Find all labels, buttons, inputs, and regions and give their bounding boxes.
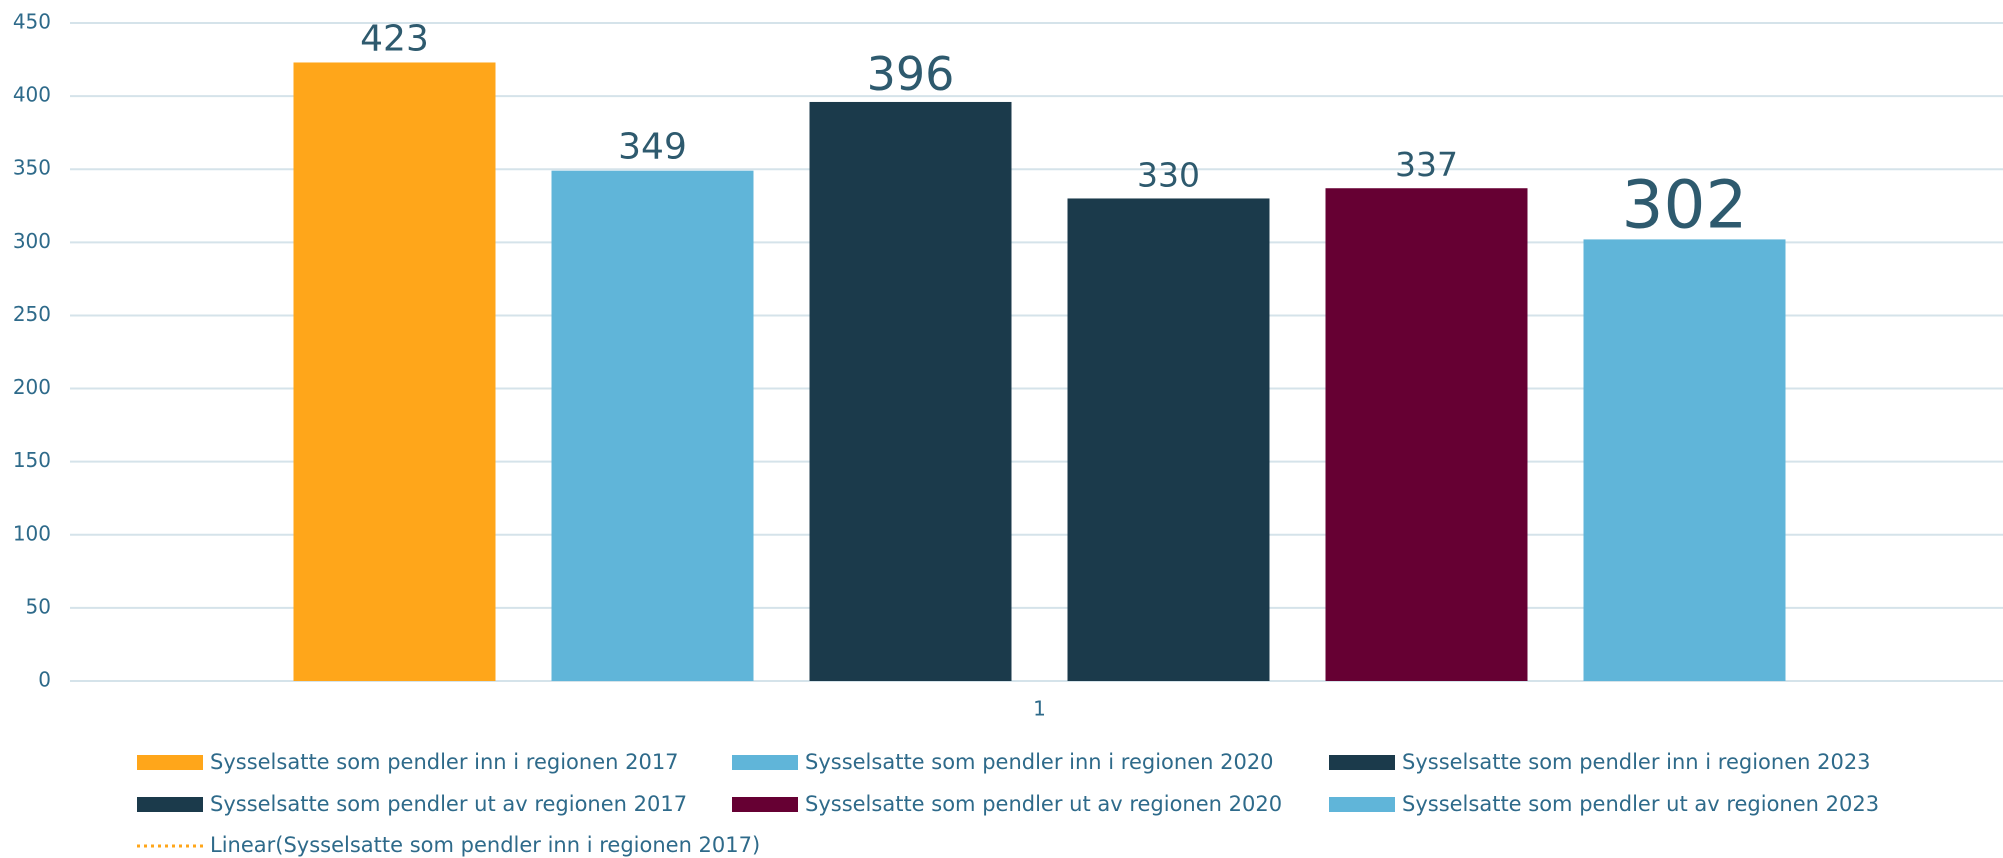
y-tick-label: 450 <box>13 10 51 34</box>
bar <box>809 101 1012 681</box>
legend-label: Sysselsatte som pendler ut av regionen 2… <box>1402 792 1879 816</box>
bar <box>1583 239 1786 682</box>
bar <box>1325 188 1528 681</box>
legend-label: Sysselsatte som pendler ut av regionen 2… <box>210 792 687 816</box>
legend-swatch <box>732 755 798 770</box>
legend-swatch <box>1329 797 1395 812</box>
y-tick-label: 150 <box>13 448 51 472</box>
legend-swatch <box>732 797 798 812</box>
legend-swatch <box>137 797 203 812</box>
bar <box>1067 198 1270 681</box>
y-tick-label: 250 <box>13 302 51 326</box>
data-label: 330 <box>1137 155 1200 194</box>
data-label: 337 <box>1395 145 1458 184</box>
y-tick-label: 200 <box>13 375 51 399</box>
legend-swatch <box>1329 755 1395 770</box>
data-label: 423 <box>360 18 429 59</box>
y-tick-label: 300 <box>13 229 51 253</box>
legend-label: Sysselsatte som pendler inn i regionen 2… <box>805 750 1274 774</box>
y-tick-label: 100 <box>13 521 51 545</box>
y-tick-label: 350 <box>13 156 51 180</box>
legend-label: Sysselsatte som pendler inn i regionen 2… <box>1402 750 1871 774</box>
data-label: 302 <box>1622 166 1748 243</box>
y-tick-label: 400 <box>13 83 51 107</box>
bar <box>293 62 496 682</box>
data-label: 396 <box>867 47 955 101</box>
y-tick-label: 50 <box>26 594 51 618</box>
legend-label: Sysselsatte som pendler inn i regionen 2… <box>210 750 679 774</box>
data-label: 349 <box>618 127 687 168</box>
legend-label: Sysselsatte som pendler ut av regionen 2… <box>805 792 1282 816</box>
x-tick-label: 1 <box>1033 697 1046 721</box>
legend-label: Linear(Sysselsatte som pendler inn i reg… <box>210 833 760 857</box>
y-tick-label: 0 <box>38 668 51 692</box>
bar <box>551 170 754 681</box>
legend-swatch <box>137 755 203 770</box>
